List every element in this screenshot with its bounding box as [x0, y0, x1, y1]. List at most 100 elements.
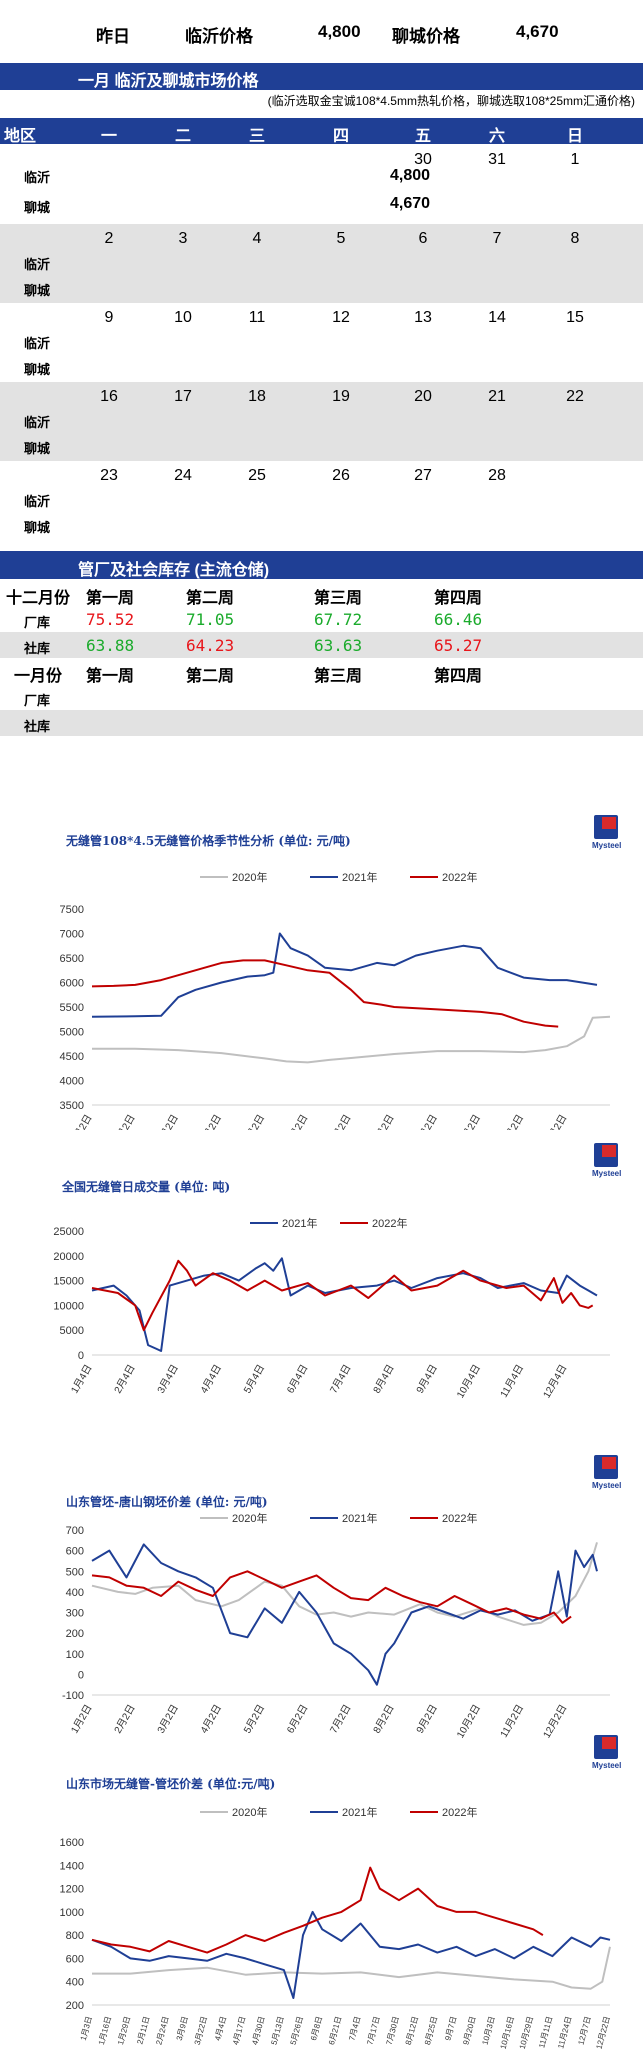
dec-social-w3: 63.63: [314, 636, 363, 655]
dec-factory-w4: 66.46: [434, 610, 483, 629]
y-tick-label: 15000: [53, 1276, 84, 1288]
series-line: [91, 1866, 544, 1954]
x-tick-label: 10月3日: [481, 2015, 497, 2046]
y-tick-label: 1200: [60, 1884, 84, 1896]
y-tick-label: 5000: [60, 1325, 84, 1337]
x-tick-label: 7月30日: [385, 2015, 401, 2046]
calendar-day: 24: [174, 467, 192, 484]
series-line: [91, 1257, 598, 1352]
calendar-day: 27: [414, 467, 432, 484]
calendar-day: 28: [488, 467, 506, 484]
x-tick-label: 1月16日: [97, 2015, 113, 2046]
dec-social-w2: 64.23: [186, 636, 235, 655]
x-tick-label: 4月30日: [250, 2015, 266, 2046]
col-thu: 四: [332, 128, 349, 145]
calendar-day: 20: [414, 388, 432, 405]
region-label-linyi: 临沂: [24, 258, 51, 273]
linyi-price-cell: 4,800: [390, 167, 431, 184]
jan-week-1: 第一周: [86, 666, 135, 685]
x-tick-label: 6月2日: [284, 1703, 310, 1736]
y-tick-label: 0: [78, 1350, 84, 1362]
linyi-price-value: 4,800: [318, 22, 361, 41]
x-tick-label: 2月2日: [112, 1703, 138, 1736]
series-line: [92, 1946, 611, 1990]
calendar-day: 4: [252, 230, 262, 247]
region-label-linyi: 临沂: [24, 495, 51, 510]
mysteel-logo: Mysteel: [592, 1735, 632, 1773]
x-tick-label: 12月22日: [594, 2015, 611, 2050]
y-tick-label: 10000: [53, 1300, 84, 1312]
dec-factory-w3: 67.72: [314, 610, 363, 629]
jan-week-2: 第二周: [186, 666, 235, 685]
y-tick-label: 100: [66, 1649, 84, 1661]
liaocheng-price-label: 聊城价格: [392, 27, 460, 46]
x-tick-label: 1月29日: [116, 2015, 132, 2046]
dec-week-3: 第三周: [314, 588, 363, 607]
series-line: [91, 1543, 598, 1686]
x-tick-label: 7月4日: [328, 1363, 354, 1396]
calendar-day: 10: [174, 309, 192, 326]
x-tick-label: 10月4日: [454, 1363, 483, 1401]
y-tick-label: 4500: [60, 1051, 84, 1063]
region-label-liaocheng: 聊城: [24, 284, 51, 299]
x-tick-label: 1月4日: [69, 1363, 95, 1396]
x-tick-label: 11月2日: [498, 1113, 526, 1131]
inventory-dec-factory-row: 厂库 75.52 71.05 67.72 66.46: [0, 606, 643, 632]
y-tick-label: 5500: [60, 1002, 84, 1014]
legend-label: 2022年: [442, 1511, 477, 1525]
x-tick-label: 10月2日: [454, 1703, 483, 1741]
x-tick-label: 9月7日: [443, 2015, 458, 2041]
calendar-day: 12: [332, 309, 350, 326]
dec-factory-w1: 75.52: [86, 610, 135, 629]
mysteel-logo: Mysteel: [592, 1455, 632, 1493]
y-tick-label: 200: [66, 2000, 84, 2012]
x-tick-label: 9月2日: [414, 1113, 440, 1131]
y-tick-label: 700: [66, 1525, 84, 1537]
y-tick-label: 1600: [60, 1837, 84, 1849]
calendar-day: 18: [248, 388, 266, 405]
x-tick-label: 12月4日: [541, 1363, 570, 1401]
col-tue: 二: [174, 128, 191, 145]
x-tick-label: 2月24日: [154, 2015, 170, 2046]
x-tick-label: 11月2日: [498, 1703, 526, 1740]
region-label-liaocheng: 聊城: [24, 201, 51, 216]
y-tick-label: 800: [66, 1930, 84, 1942]
region-label-liaocheng: 聊城: [24, 442, 51, 457]
x-tick-label: 4月2日: [198, 1113, 224, 1131]
legend-label: 2022年: [442, 1805, 477, 1819]
dec-week-4: 第四周: [434, 588, 483, 607]
col-fri: 五: [414, 128, 431, 145]
x-tick-label: 12月7日: [576, 2015, 592, 2046]
calendar-title-band: 一月 临沂及聊城市场价格: [0, 63, 643, 90]
chart4-svg: 2020年 2021年 2022年 200 400 600 800 1000 1200 1400 1…: [60, 1805, 612, 2050]
calendar-day: 30: [414, 151, 432, 168]
inventory-title-band: 管厂及社会库存 (主流仓储): [0, 551, 643, 579]
y-tick-label: 1000: [60, 1907, 84, 1919]
legend-label: 2021年: [342, 1511, 377, 1525]
col-sat: 六: [488, 128, 505, 145]
series-line: [92, 1015, 611, 1064]
x-tick-label: 5月2日: [241, 1113, 267, 1131]
dec-week-2: 第二周: [186, 588, 235, 607]
x-tick-label: 3月9日: [175, 2015, 190, 2041]
jan-week-4: 第四周: [434, 666, 483, 685]
calendar-day: 1: [570, 151, 580, 168]
x-tick-label: 8月25日: [423, 2015, 439, 2046]
calendar-week-row: 9 10 11 12 13 14 15 临沂 聊城: [0, 303, 643, 382]
col-wed: 三: [248, 128, 265, 145]
calendar-day: 3: [178, 230, 188, 247]
x-tick-label: 9月4日: [414, 1363, 440, 1396]
chart2-title: 全国无缝管日成交量 (单位: 吨): [62, 1180, 231, 1194]
calendar-day: 31: [488, 151, 506, 168]
yesterday-price-header: 昨日 临沂价格 4,800 聊城价格 4,670: [0, 0, 643, 62]
x-tick-label: 11月24日: [556, 2015, 573, 2049]
x-tick-label: 1月2日: [69, 1113, 95, 1131]
dec-social-w1: 63.88: [86, 636, 135, 655]
inventory-dec-social-row: 社库 63.88 64.23 63.63 65.27: [0, 632, 643, 658]
dec-label: 十二月份: [6, 588, 71, 607]
y-tick-label: 300: [66, 1608, 84, 1620]
x-tick-label: 7月2日: [328, 1703, 354, 1736]
x-tick-label: 8月4日: [371, 1363, 397, 1396]
jan-label: 一月份: [14, 666, 63, 685]
legend-label: 2021年: [342, 1805, 377, 1819]
